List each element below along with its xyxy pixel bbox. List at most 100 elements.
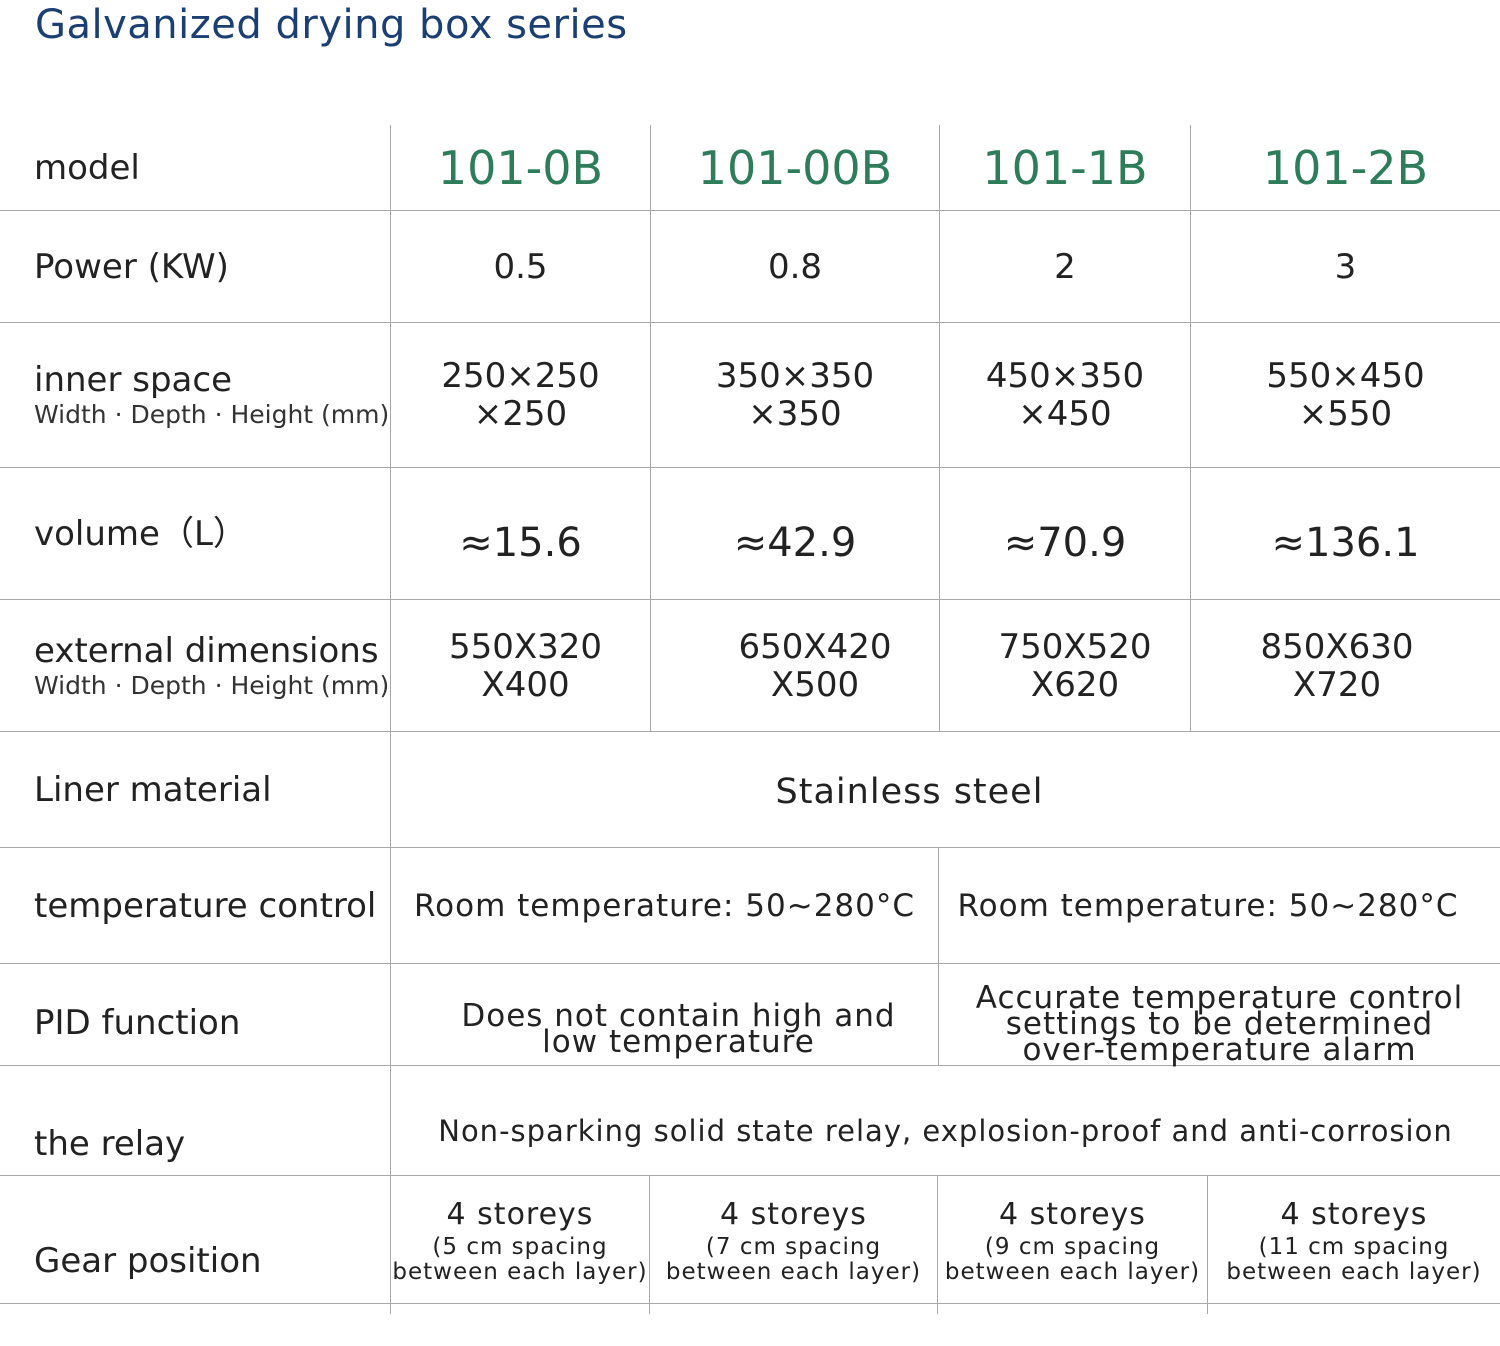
column-divider bbox=[937, 1175, 938, 1314]
volume-cell: ≈15.6 bbox=[391, 468, 650, 618]
row-divider bbox=[0, 210, 1500, 211]
model-value: 101-1B bbox=[982, 140, 1148, 195]
external-dimensions-cell: 550X320 X400 bbox=[391, 600, 660, 731]
temperature-value: Room temperature: 50~280°C bbox=[957, 887, 1459, 924]
external-line1: 650X420 bbox=[738, 626, 892, 667]
relay-cell: Non-sparking solid state relay, explosio… bbox=[391, 1066, 1500, 1196]
external-line1: 550X320 bbox=[448, 626, 603, 667]
pid-right-line3: over-temperature alarm bbox=[1022, 1032, 1417, 1068]
power-cell: 3 bbox=[1191, 211, 1500, 322]
gear-main: 4 storeys bbox=[999, 1196, 1146, 1232]
volume-cell: ≈42.9 bbox=[651, 468, 939, 618]
volume-label: volume（L） bbox=[34, 513, 247, 554]
inner-space-line2: ×350 bbox=[748, 394, 842, 434]
row-label-model: model bbox=[34, 125, 140, 210]
gear-main: 4 storeys bbox=[1280, 1196, 1428, 1232]
column-divider bbox=[390, 125, 391, 1314]
row-label-gear: Gear position bbox=[34, 1176, 262, 1346]
row-divider bbox=[0, 467, 1500, 468]
gear-cell: 4 storeys (5 cm spacing between each lay… bbox=[391, 1176, 649, 1303]
volume-value: ≈70.9 bbox=[1003, 520, 1127, 566]
external-line2: X500 bbox=[770, 664, 860, 705]
pid-label: PID function bbox=[34, 1003, 241, 1043]
row-divider bbox=[0, 963, 1500, 964]
inner-space-line1: 450×350 bbox=[985, 356, 1145, 396]
row-label-temperature: temperature control bbox=[34, 848, 376, 963]
relay-value: Non-sparking solid state relay, explosio… bbox=[438, 1114, 1453, 1148]
temperature-label: temperature control bbox=[34, 885, 377, 926]
external-line2: X720 bbox=[1292, 664, 1382, 705]
model-cell: 101-1B bbox=[940, 125, 1190, 210]
model-cell: 101-00B bbox=[651, 125, 939, 210]
model-value: 101-2B bbox=[1262, 140, 1429, 195]
model-cell: 101-2B bbox=[1191, 125, 1500, 210]
pid-right-line1: Accurate temperature control bbox=[975, 980, 1464, 1016]
power-label: Power (KW) bbox=[34, 246, 229, 287]
volume-cell: ≈136.1 bbox=[1191, 468, 1500, 618]
inner-space-cell: 250×250 ×250 bbox=[391, 323, 650, 467]
row-label-volume: volume（L） bbox=[34, 468, 247, 599]
pid-left-line2: low temperature bbox=[542, 1024, 815, 1060]
spec-table bbox=[0, 125, 1500, 1314]
column-divider bbox=[938, 847, 939, 1065]
row-label-relay: the relay bbox=[34, 1066, 185, 1221]
inner-space-line1: 550×450 bbox=[1266, 356, 1425, 396]
inner-space-cell: 350×350 ×350 bbox=[651, 323, 939, 467]
inner-space-cell: 450×350 ×450 bbox=[940, 323, 1190, 467]
liner-cell: Stainless steel bbox=[391, 732, 1428, 852]
column-divider bbox=[650, 125, 651, 731]
model-cell: 101-0B bbox=[391, 125, 650, 210]
model-value: 101-0B bbox=[437, 140, 604, 195]
external-line1: 850X630 bbox=[1260, 626, 1414, 667]
power-cell: 0.8 bbox=[651, 211, 939, 322]
relay-label: the relay bbox=[34, 1123, 186, 1164]
inner-space-cell: 550×450 ×550 bbox=[1191, 323, 1500, 467]
column-divider bbox=[1190, 125, 1191, 731]
row-divider bbox=[0, 322, 1500, 323]
volume-value: ≈15.6 bbox=[459, 520, 582, 566]
gear-sub: (9 cm spacing bbox=[984, 1233, 1161, 1260]
row-divider bbox=[0, 731, 1500, 732]
gear-main: 4 storeys bbox=[446, 1196, 594, 1232]
gear-main: 4 storeys bbox=[720, 1196, 867, 1232]
external-dimensions-label: external dimensions bbox=[34, 630, 379, 671]
gear-label: Gear position bbox=[34, 1241, 262, 1281]
inner-space-line1: 250×250 bbox=[441, 356, 600, 396]
gear-sub: between each layer) bbox=[665, 1258, 922, 1285]
gear-cell: 4 storeys (7 cm spacing between each lay… bbox=[650, 1176, 937, 1303]
pid-cell: Accurate temperature control settings to… bbox=[939, 964, 1500, 1084]
model-value: 101-00B bbox=[697, 140, 893, 195]
gear-sub: between each layer) bbox=[1226, 1258, 1482, 1285]
power-cell: 2 bbox=[940, 211, 1190, 322]
power-value: 3 bbox=[1334, 246, 1357, 287]
row-divider bbox=[0, 847, 1500, 848]
column-divider bbox=[1207, 1175, 1208, 1314]
liner-label: Liner material bbox=[34, 769, 272, 810]
row-label-pid: PID function bbox=[34, 964, 240, 1082]
volume-value: ≈42.9 bbox=[733, 520, 857, 566]
power-cell: 0.5 bbox=[391, 211, 650, 322]
gear-sub: between each layer) bbox=[392, 1258, 648, 1285]
model-label: model bbox=[34, 147, 140, 188]
gear-sub: (5 cm spacing bbox=[432, 1233, 608, 1260]
gear-cell: 4 storeys (11 cm spacing between each la… bbox=[1208, 1176, 1500, 1303]
volume-cell: ≈70.9 bbox=[940, 468, 1190, 618]
external-line2: X400 bbox=[481, 664, 570, 705]
pid-cell: Does not contain high and low temperatur… bbox=[391, 964, 966, 1094]
temperature-value: Room temperature: 50~280°C bbox=[413, 887, 916, 924]
pid-left-line1: Does not contain high and bbox=[461, 998, 896, 1034]
inner-space-label: inner space bbox=[34, 360, 232, 400]
row-label-liner: Liner material bbox=[34, 732, 272, 847]
power-value: 0.8 bbox=[767, 246, 823, 287]
row-divider bbox=[0, 1175, 1500, 1176]
inner-space-line2: ×550 bbox=[1298, 394, 1393, 434]
row-divider bbox=[0, 1065, 1500, 1066]
inner-space-line2: ×450 bbox=[1018, 394, 1112, 434]
power-value: 0.5 bbox=[493, 246, 548, 287]
temperature-cell: Room temperature: 50~280°C bbox=[939, 848, 1477, 963]
pid-right-line2: settings to be determined bbox=[1005, 1006, 1434, 1042]
gear-sub: (11 cm spacing bbox=[1258, 1233, 1450, 1260]
inner-space-line1: 350×350 bbox=[715, 356, 875, 396]
column-divider bbox=[649, 1175, 650, 1314]
column-divider bbox=[939, 125, 940, 731]
